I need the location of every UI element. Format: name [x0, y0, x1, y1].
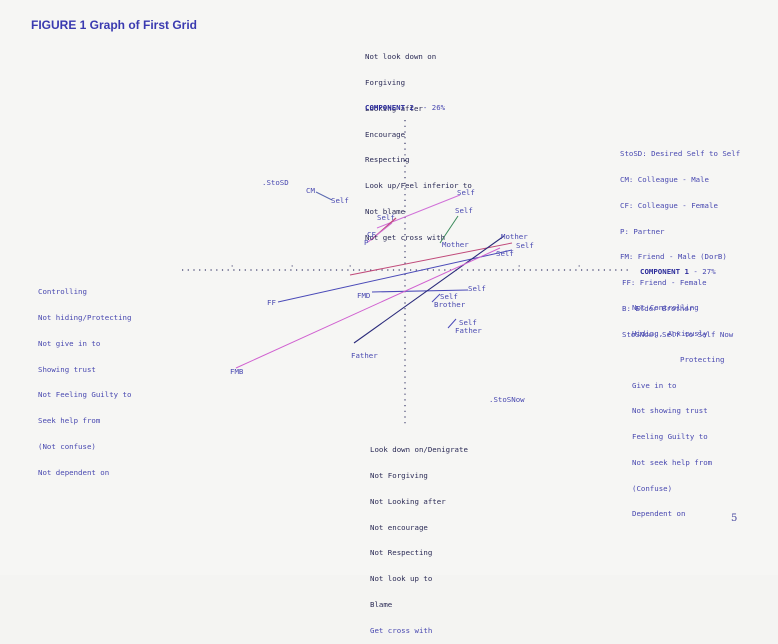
component1-label: COMPONENT 1	[640, 267, 689, 276]
pole-label: Get cross with	[370, 625, 433, 635]
component2-title: COMPONENT 2 - 26%	[365, 103, 446, 113]
component2-top-poles: Not look down on Forgiving Looking after…	[365, 36, 472, 251]
pole-label: Not look down on	[365, 52, 437, 62]
pole-label: Not Controlling	[632, 303, 699, 313]
point-label-mother: Mother	[501, 232, 528, 241]
svg-text:': '	[577, 264, 581, 272]
point-label-brother: Brother	[434, 300, 466, 309]
line-fmb	[235, 247, 501, 369]
point-label-self: Self	[459, 318, 477, 327]
pole-label: Not hiding/Protecting	[38, 312, 132, 322]
component1-left-poles: Controlling Not hiding/Protecting Not gi…	[38, 271, 131, 486]
pole-label: Dependent on	[632, 509, 686, 519]
point-label-self: Self	[377, 213, 395, 222]
point-label-self: Self	[455, 206, 473, 215]
legend: StoSD: Desired Self to Self CM: Colleagu…	[620, 133, 740, 348]
component2-percent: - 26%	[422, 103, 446, 112]
line-cm-self	[315, 191, 333, 201]
point-label-father: Father	[351, 351, 378, 360]
point-label-ff: FF	[267, 298, 276, 307]
point-label-p: P	[364, 238, 369, 247]
legend-item: B: Elder Brother	[622, 303, 694, 313]
svg-text:': '	[517, 264, 521, 272]
point-label-cf: CF	[367, 230, 376, 239]
pole-label: Encourage	[365, 129, 406, 139]
pole-label: Looking after	[365, 103, 423, 113]
line-mother-self	[439, 215, 459, 244]
pole-label: (Confuse)	[632, 483, 673, 493]
line-fmd-self	[371, 289, 469, 293]
point-label-fmb: FMB	[230, 367, 244, 376]
pole-label: Respecting	[365, 155, 410, 165]
point-label-self: Self	[468, 284, 486, 293]
pole-label: Blame	[370, 599, 393, 609]
page-number: 5	[731, 513, 738, 524]
pole-label: Not showing trust	[632, 406, 708, 416]
line-brother-self	[431, 293, 441, 303]
point-label-self: Self	[496, 249, 514, 258]
svg-text:': '	[290, 264, 294, 272]
svg-text:': '	[348, 264, 352, 272]
pole-label: Not encourage	[370, 522, 428, 532]
pole-label: Showing trust	[38, 364, 96, 374]
legend-item: StoSNow: Self to Self Now	[622, 329, 734, 339]
paper-page	[0, 0, 778, 575]
pole-label: Not seek help from	[632, 457, 713, 467]
line-ff-self	[277, 249, 513, 303]
legend-item: FF: Friend - Female	[622, 278, 707, 288]
pole-label: Look down on/Denigrate	[370, 445, 468, 455]
pole-label: Not Feeling Guilty to	[38, 390, 132, 400]
line-father-left	[353, 235, 505, 344]
line-father-self	[447, 318, 457, 329]
point-label-self: Self	[440, 292, 458, 301]
point-label-fmd: FMD	[357, 291, 371, 300]
pole-label: Not get cross with	[365, 232, 446, 242]
component1-percent: - 27%	[693, 267, 716, 276]
point-label-self: Self	[457, 188, 475, 197]
component2-bottom-poles: Look down on/Denigrate Not Forgiving Not…	[370, 429, 468, 644]
axis-ticks: ' ' ' ' '	[230, 264, 581, 272]
svg-text:': '	[230, 264, 234, 272]
legend-item: P: Partner	[620, 226, 665, 236]
component1-right-poles: Not Controlling Hiding, Anxiously Protec…	[632, 287, 725, 528]
point-label-self: Self	[516, 241, 534, 250]
point-label-self: Self	[331, 196, 349, 205]
legend-item: CM: Colleague - Male	[620, 174, 709, 184]
pole-label: Give in to	[632, 380, 677, 390]
pole-label: Not Looking after	[370, 496, 446, 506]
legend-item: FM: Friend - Male (DorB)	[620, 252, 727, 262]
pole-label: Not give in to	[38, 338, 101, 348]
point-label-father: Father	[455, 326, 482, 335]
pole-label: Not Respecting	[370, 548, 433, 558]
pole-label: Look up/Feel inferior to	[365, 181, 472, 191]
pole-label: Not blame	[365, 206, 406, 216]
point-label-stosd: .StoSD	[262, 178, 289, 187]
legend-item: CF: Colleague - Female	[620, 200, 718, 210]
pole-label: Not look up to	[370, 574, 433, 584]
pole-label: Not Forgiving	[370, 470, 428, 480]
pole-label: Not dependent on	[38, 467, 110, 477]
pole-label: (Not confuse)	[38, 441, 96, 451]
pole-label: Controlling	[38, 287, 87, 297]
pole-label: Hiding, Anxiously	[632, 328, 708, 338]
component1-title: COMPONENT 1 - 27%	[640, 267, 716, 277]
pole-label: Seek help from	[38, 416, 101, 426]
pole-label: Protecting	[680, 354, 725, 364]
component2-label: COMPONENT 2	[365, 103, 414, 112]
line-p-self	[367, 222, 393, 243]
line-mother-right	[349, 242, 513, 276]
point-label-mother: Mother	[442, 240, 469, 249]
point-label-cm: CM	[306, 186, 315, 195]
figure-title: FIGURE 1 Graph of First Grid	[31, 18, 198, 32]
point-label-stosnow: .StoSNow	[489, 395, 525, 404]
component-plot: ' ' ' ' '	[182, 120, 632, 425]
legend-item: StoSD: Desired Self to Self	[620, 149, 741, 159]
pole-label: Forgiving	[365, 77, 406, 87]
pole-label: Feeling Guilty to	[632, 432, 708, 442]
